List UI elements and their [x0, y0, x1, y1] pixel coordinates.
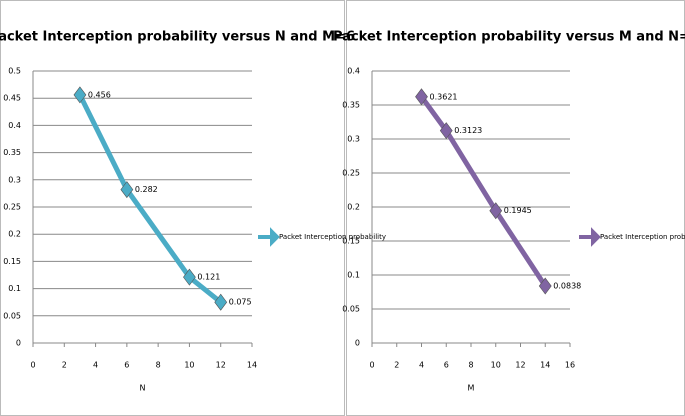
chart-title: Packet Interception probability versus M… [333, 30, 685, 45]
legend-label: Packet Interception probability [600, 233, 685, 241]
y-tick-label: 0.45 [3, 94, 21, 103]
y-tick-label: 0.1 [8, 284, 21, 293]
x-tick-label: 0 [30, 361, 35, 370]
data-marker [489, 202, 503, 220]
x-tick-label: 12 [515, 361, 525, 370]
legend-marker [258, 227, 280, 247]
x-tick-label: 10 [491, 361, 501, 370]
x-tick-label: 14 [540, 361, 550, 370]
data-label: 0.0838 [553, 282, 581, 291]
data-marker [538, 277, 552, 295]
data-label: 0.1945 [504, 206, 532, 215]
data-label: 0.3123 [454, 126, 482, 135]
data-label: 0.3621 [430, 92, 458, 101]
x-tick-label: 14 [247, 361, 257, 370]
y-tick-label: 0.5 [8, 67, 21, 76]
y-tick-label: 0.2 [8, 230, 21, 239]
x-tick-label: 0 [369, 361, 374, 370]
x-tick-label: 10 [184, 361, 194, 370]
y-tick-label: 0.1 [347, 271, 360, 280]
y-tick-label: 0 [16, 339, 21, 348]
data-marker [73, 86, 87, 104]
y-tick-label: 0 [355, 339, 360, 348]
y-tick-label: 0.2 [347, 203, 360, 212]
chart-frame [0, 0, 345, 416]
y-tick-label: 0.4 [8, 121, 21, 130]
data-label: 0.121 [197, 273, 220, 282]
x-tick-label: 16 [565, 361, 575, 370]
x-tick-label: 6 [124, 361, 129, 370]
x-tick-label: 8 [156, 361, 161, 370]
y-tick-label: 0.4 [347, 67, 360, 76]
data-marker [214, 293, 228, 311]
y-tick-label: 0.35 [3, 148, 21, 157]
series-line [77, 93, 223, 305]
chart-frame [346, 0, 685, 416]
y-tick-label: 0.35 [342, 101, 360, 110]
x-tick-label: 4 [93, 361, 98, 370]
y-tick-label: 0.3 [347, 135, 360, 144]
x-axis-label: M [468, 384, 475, 393]
data-label: 0.456 [88, 90, 111, 99]
x-tick-label: 12 [216, 361, 226, 370]
y-tick-label: 0.05 [342, 305, 360, 314]
y-tick-label: 0.15 [3, 257, 21, 266]
y-tick-label: 0.15 [342, 237, 360, 246]
legend-marker [579, 227, 601, 247]
x-tick-label: 2 [62, 361, 67, 370]
x-tick-label: 4 [419, 361, 424, 370]
data-marker [415, 88, 428, 106]
data-label: 0.282 [135, 185, 158, 194]
data-marker [183, 268, 196, 286]
data-marker [120, 181, 134, 199]
x-tick-label: 8 [468, 361, 473, 370]
legend-label: Packet Interception probability [279, 233, 386, 241]
y-tick-label: 0.05 [3, 311, 21, 320]
x-tick-label: 6 [444, 361, 449, 370]
series-line [419, 95, 548, 288]
data-marker [439, 122, 453, 140]
chart-title: Packet Interception probability versus N… [0, 30, 355, 45]
x-axis-label: N [140, 384, 146, 393]
data-label: 0.075 [229, 298, 252, 307]
y-tick-label: 0.25 [342, 169, 360, 178]
y-tick-label: 0.25 [3, 203, 21, 212]
y-tick-label: 0.3 [8, 175, 21, 184]
x-tick-label: 2 [394, 361, 399, 370]
